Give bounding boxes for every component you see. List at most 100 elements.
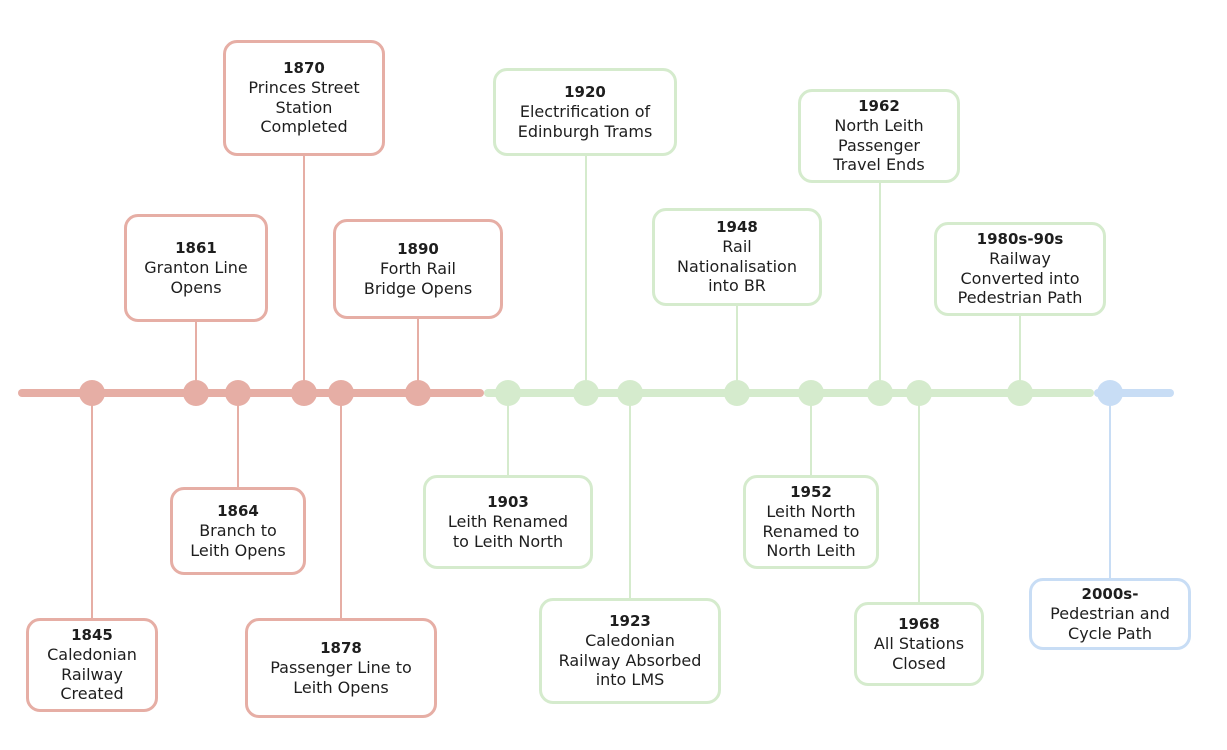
event-description-line: Completed	[260, 117, 348, 137]
event-year: 1962	[858, 97, 900, 116]
event-year: 1923	[609, 612, 651, 631]
connector-1968	[918, 393, 920, 602]
connector-1923	[629, 393, 631, 598]
event-description-line: All Stations	[873, 634, 965, 653]
timeline-dot-1920	[573, 380, 599, 406]
event-year: 1878	[320, 639, 362, 657]
event-description-line: Railway	[61, 664, 123, 684]
event-year: 1903	[487, 493, 529, 511]
event-description-line: Edinburgh Trams	[517, 121, 653, 141]
event-description-line: Station	[275, 97, 333, 117]
timeline-axis-blue	[1094, 389, 1174, 397]
event-card-1920: 1920 Electrification of Edinburgh Trams	[493, 68, 677, 156]
connector-1890	[417, 319, 419, 393]
event-description-line: Granton Line	[144, 258, 248, 277]
timeline-dot-1980s-90s	[1007, 380, 1033, 406]
event-year: 1980s-90s	[976, 230, 1064, 249]
event-description-line: Closed	[892, 653, 946, 673]
event-description-line: Leith Renamed	[447, 512, 569, 531]
event-description-line: Cycle Path	[1068, 623, 1152, 643]
timeline-dot-1845	[79, 380, 105, 406]
event-description-line: Rail	[722, 237, 752, 257]
event-year: 1952	[790, 483, 832, 502]
timeline-dot-2000s-	[1097, 380, 1123, 406]
event-description-line: Passenger Line to	[270, 658, 412, 677]
connector-1980s-90s	[1019, 316, 1021, 393]
timeline-dot-1864	[225, 380, 251, 406]
event-description-line: Pedestrian and	[1050, 604, 1170, 623]
event-description-line: Leith Opens	[293, 677, 389, 697]
event-card-1903: 1903 Leith Renamed to Leith North	[423, 475, 593, 569]
event-description-line: Created	[60, 684, 124, 704]
event-description-line: Nationalisation	[677, 256, 797, 276]
event-description-line: Renamed to	[762, 521, 860, 541]
event-year: 1890	[397, 240, 439, 258]
connector-2000s-	[1109, 393, 1111, 578]
event-description-line: Bridge Opens	[363, 278, 473, 298]
connector-1861	[195, 322, 197, 393]
event-card-1878: 1878 Passenger Line to Leith Opens	[245, 618, 437, 718]
event-description-line: Opens	[170, 277, 222, 297]
event-description-line: into BR	[708, 276, 766, 296]
event-year: 1870	[283, 59, 325, 78]
event-year: 1948	[716, 218, 758, 237]
event-year: 1845	[71, 626, 113, 645]
timeline-dot-1923	[617, 380, 643, 406]
event-card-1864: 1864 Branch to Leith Opens	[170, 487, 306, 575]
event-card-1968: 1968 All Stations Closed	[854, 602, 984, 686]
event-card-1845: 1845 Caledonian Railway Created	[26, 618, 158, 712]
event-description-line: Caledonian	[47, 645, 137, 665]
connector-1903	[507, 393, 509, 475]
event-description-line: Forth Rail	[380, 259, 456, 278]
event-card-1870: 1870 Princes Street Station Completed	[223, 40, 385, 156]
event-year: 1968	[898, 615, 940, 633]
connector-1870	[303, 156, 305, 393]
event-description-line: Electrification of	[519, 102, 651, 121]
connector-1952	[810, 393, 812, 475]
event-description-line: Leith North	[766, 502, 856, 522]
event-description-line: to Leith North	[452, 531, 564, 551]
timeline-dot-1952	[798, 380, 824, 406]
connector-1878	[340, 393, 342, 618]
event-description-line: Railway	[989, 249, 1051, 269]
timeline-dot-1968	[906, 380, 932, 406]
timeline-dot-1962	[867, 380, 893, 406]
connector-1948	[736, 306, 738, 393]
timeline-axis-red	[18, 389, 484, 397]
event-description-line: Passenger	[838, 135, 920, 155]
timeline-axis-green	[484, 389, 1094, 397]
event-description-line: Leith Opens	[190, 540, 286, 560]
event-description-line: North Leith	[766, 541, 856, 561]
event-description-line: into LMS	[595, 670, 665, 690]
event-card-1861: 1861 Granton Line Opens	[124, 214, 268, 322]
timeline-dot-1870	[291, 380, 317, 406]
event-description-line: Branch to	[199, 521, 277, 540]
timeline-dot-1878	[328, 380, 354, 406]
event-card-1890: 1890 Forth Rail Bridge Opens	[333, 219, 503, 319]
event-card-1962: 1962 North Leith Passenger Travel Ends	[798, 89, 960, 183]
event-year: 1861	[175, 239, 217, 257]
event-description-line: Travel Ends	[833, 155, 925, 175]
event-description-line: Converted into	[960, 268, 1080, 288]
event-description-line: Pedestrian Path	[957, 288, 1083, 308]
event-year: 1864	[217, 502, 259, 520]
timeline-dot-1861	[183, 380, 209, 406]
connector-1864	[237, 393, 239, 487]
timeline-dot-1948	[724, 380, 750, 406]
event-card-1923: 1923 Caledonian Railway Absorbed into LMS	[539, 598, 721, 704]
event-card-1980s-90s: 1980s-90s Railway Converted into Pedestrian…	[934, 222, 1106, 316]
event-card-1948: 1948 Rail Nationalisation into BR	[652, 208, 822, 306]
connector-1920	[585, 156, 587, 393]
connector-1845	[91, 393, 93, 618]
timeline-dot-1903	[495, 380, 521, 406]
event-description-line: North Leith	[834, 116, 924, 136]
event-year: 2000s-	[1081, 585, 1139, 603]
event-description-line: Caledonian	[585, 631, 675, 651]
timeline-dot-1890	[405, 380, 431, 406]
event-description-line: Railway Absorbed	[558, 650, 702, 670]
event-card-1952: 1952 Leith North Renamed to North Leith	[743, 475, 879, 569]
event-card-2000s-: 2000s- Pedestrian and Cycle Path	[1029, 578, 1191, 650]
event-year: 1920	[564, 83, 606, 101]
connector-1962	[879, 183, 881, 393]
event-description-line: Princes Street	[248, 78, 360, 98]
